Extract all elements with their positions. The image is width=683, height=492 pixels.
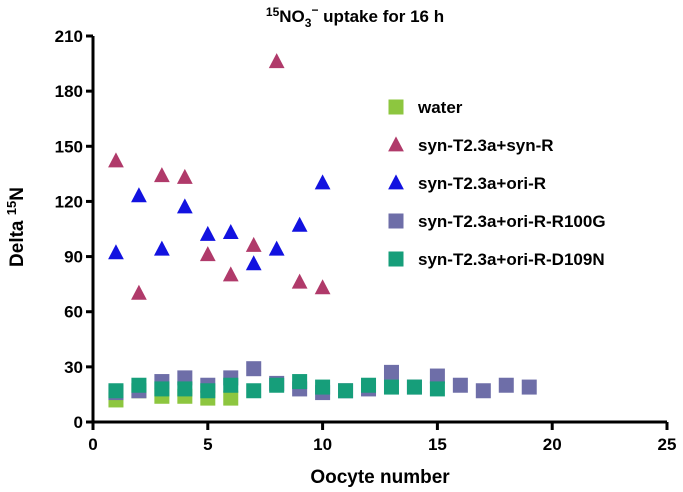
data-point [154, 381, 170, 397]
data-point [108, 244, 124, 260]
y-tick-label: 30 [64, 358, 83, 377]
data-point [108, 383, 124, 399]
x-tick-label: 25 [658, 435, 677, 454]
x-tick-label: 0 [88, 435, 97, 454]
y-tick-label: 150 [55, 137, 83, 156]
plot-area: 0 30 60 90 120 150 180 210 0 5 10 15 20 25 [55, 27, 677, 454]
data-point [222, 224, 239, 240]
data-point [222, 266, 239, 282]
legend-marker [388, 174, 404, 190]
data-point [314, 279, 331, 295]
data-point [176, 168, 193, 184]
series-1 [108, 53, 331, 300]
y-tick-label: 0 [74, 413, 83, 432]
y-tick-label: 180 [55, 82, 83, 101]
data-point [315, 379, 331, 395]
x-tick-label: 10 [313, 435, 332, 454]
y-tick-label: 120 [55, 192, 83, 211]
y-tick-label: 210 [55, 27, 83, 46]
data-point [268, 53, 285, 69]
data-point [199, 225, 216, 241]
data-point [314, 174, 331, 190]
y-axis-label-superscript: 15 [4, 201, 19, 215]
data-point [131, 284, 147, 300]
legend-label: syn-T2.3a+syn-R [418, 136, 554, 155]
legend-label: syn-T2.3a+ori-R-R100G [418, 212, 606, 231]
legend-marker [388, 213, 404, 229]
data-point [361, 377, 377, 393]
title-superscript: 15 [266, 5, 280, 19]
legend: water syn-T2.3a+syn-R syn-T2.3a+ori-R syn-T… [388, 98, 606, 269]
data-point [154, 167, 170, 183]
x-tick-label: 15 [428, 435, 447, 454]
data-point [498, 377, 514, 393]
chart-title: 15NO3− uptake for 16 h [266, 3, 444, 30]
data-point [338, 383, 354, 399]
data-point [108, 152, 124, 168]
data-point [268, 240, 285, 256]
data-point [429, 368, 445, 384]
data-point [429, 381, 445, 397]
data-point [246, 383, 262, 399]
data-point [223, 390, 239, 406]
data-point [406, 379, 422, 395]
legend-marker [388, 99, 404, 115]
data-point [291, 273, 308, 289]
data-point [383, 364, 399, 380]
data-point [199, 246, 216, 262]
legend-label: water [417, 98, 463, 117]
series-2 [108, 174, 331, 271]
data-point [292, 374, 308, 390]
data-point [521, 379, 537, 395]
data-point [383, 379, 399, 395]
data-point [291, 216, 308, 232]
x-axis-label: Oocyte number [310, 467, 450, 488]
data-point [200, 383, 216, 399]
title-charge: − [311, 3, 318, 17]
title-formula: NO [279, 7, 305, 26]
series-0 [108, 383, 239, 408]
legend-label: syn-T2.3a+ori-R [418, 174, 546, 193]
data-point [269, 377, 285, 393]
legend-marker [388, 136, 404, 152]
legend-marker [388, 251, 404, 267]
title-rest: uptake for 16 h [318, 7, 444, 26]
data-point [245, 236, 262, 252]
data-point [154, 240, 170, 256]
data-point [131, 187, 147, 203]
x-tick-label: 5 [203, 435, 212, 454]
data-point [246, 361, 262, 377]
data-point [177, 381, 193, 397]
title-subscript: 3 [305, 16, 312, 30]
series-4 [108, 374, 445, 399]
data-point [245, 255, 262, 271]
y-tick-label: 90 [64, 248, 83, 267]
data-point [452, 377, 468, 393]
y-axis-label-suffix: N [7, 187, 28, 201]
data-point [131, 377, 147, 393]
y-axis-label: Delta 15N [4, 187, 28, 267]
data-point [223, 377, 239, 393]
y-axis-label-text: Delta [7, 215, 28, 267]
data-point [176, 198, 193, 214]
y-tick-label: 60 [64, 303, 83, 322]
x-tick-label: 20 [543, 435, 562, 454]
legend-label: syn-T2.3a+ori-R-D109N [418, 250, 605, 269]
data-point [475, 383, 491, 399]
